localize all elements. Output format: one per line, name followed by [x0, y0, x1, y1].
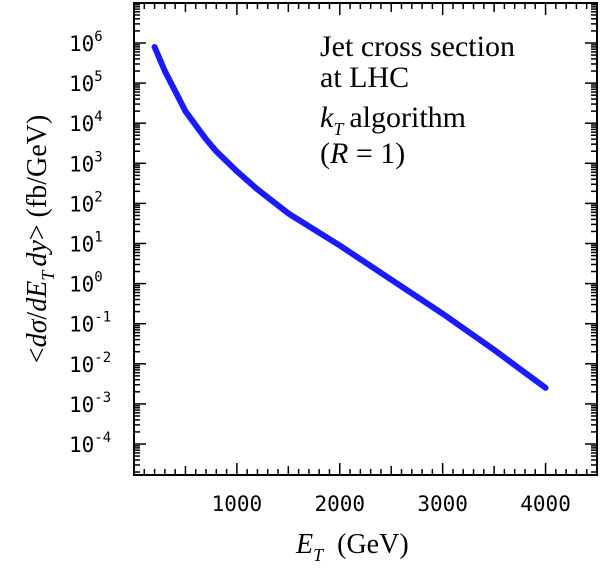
x-tick-label: 2000 [314, 492, 365, 516]
x-tick-label: 3000 [417, 492, 468, 516]
y-tick-label: 10-3 [69, 390, 111, 417]
y-tick-label: 106 [69, 29, 103, 56]
y-tick-label: 101 [69, 230, 103, 257]
x-axis-title: ET (GeV) [295, 529, 409, 565]
y-tick-labels: 106 105 104 103 102 101 100 10-1 10-2 10-3 10-4 [69, 29, 111, 457]
plot-frame [133, 2, 598, 476]
y-tick-label: 10-2 [69, 350, 111, 377]
x-tick-label: 4000 [520, 492, 571, 516]
y-axis-title: <dσ/dETdy> (fb/GeV) [22, 115, 58, 363]
annotation-line-3: kT algorithm [320, 101, 466, 139]
y-tick-label: 105 [69, 69, 103, 96]
annotation-line-1: Jet cross section [320, 30, 515, 63]
y-tick-label: 10-1 [69, 310, 111, 337]
x-tick-labels: 1000 2000 3000 4000 [212, 492, 571, 516]
axis-ticks [134, 3, 597, 475]
y-tick-label: 100 [69, 270, 103, 297]
y-tick-label: 104 [69, 109, 103, 136]
x-tick-label: 1000 [212, 492, 263, 516]
y-tick-label: 103 [69, 149, 103, 176]
y-tick-label: 102 [69, 189, 103, 216]
annotation-line-4: (R = 1) [320, 137, 405, 170]
annotation: Jet cross section at LHC kT algorithm (R … [320, 30, 515, 170]
y-tick-label: 10-4 [69, 430, 111, 457]
series-line [151, 44, 549, 391]
annotation-line-2: at LHC [320, 61, 409, 94]
